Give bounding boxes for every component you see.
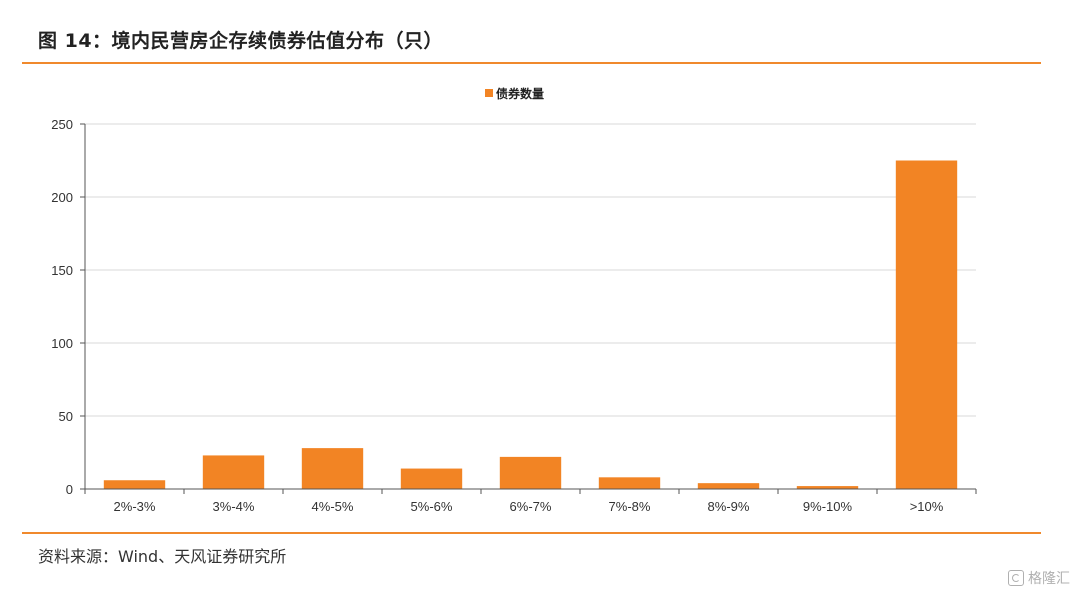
bar-8 xyxy=(895,160,958,489)
bars xyxy=(103,160,958,489)
bar-5 xyxy=(598,477,661,489)
axes xyxy=(80,123,977,494)
y-tick-label: 50 xyxy=(59,409,73,424)
source-divider xyxy=(22,532,1041,534)
y-tick-label: 200 xyxy=(51,190,73,205)
page-title: 图 14：境内民营房企存续债券估值分布（只） xyxy=(38,30,444,52)
y-tick-labels: 0 50 100 150 200 250 xyxy=(51,117,73,497)
x-tick-label: 2%-3% xyxy=(114,499,156,514)
x-tick-label: 6%-7% xyxy=(510,499,552,514)
watermark-logo-icon xyxy=(1008,570,1024,586)
watermark: 格隆汇 xyxy=(1008,568,1070,588)
y-tick-label: 0 xyxy=(66,482,73,497)
legend-swatch xyxy=(485,89,493,97)
bar-4 xyxy=(499,456,562,489)
x-tick-labels: 2%-3% 3%-4% 4%-5% 5%-6% 6%-7% 7%-8% 8%-9% 9%-10… xyxy=(114,499,944,514)
watermark-text: 格隆汇 xyxy=(1028,571,1070,587)
x-tick-label: 3%-4% xyxy=(213,499,255,514)
y-tick-label: 150 xyxy=(51,263,73,278)
legend-label: 债券数量 xyxy=(496,86,544,101)
title-divider xyxy=(22,62,1041,64)
bar-0 xyxy=(103,480,166,489)
bar-2 xyxy=(301,448,364,489)
x-tick-label: 8%-9% xyxy=(708,499,750,514)
bar-1 xyxy=(202,455,265,489)
x-tick-label: 9%-10% xyxy=(803,499,853,514)
x-tick-label: 7%-8% xyxy=(609,499,651,514)
bar-3 xyxy=(400,468,463,489)
legend: 债券数量 xyxy=(485,86,544,101)
x-tick-label: 4%-5% xyxy=(312,499,354,514)
gridlines xyxy=(85,123,976,417)
bar-7 xyxy=(796,486,859,489)
x-tick-label: >10% xyxy=(910,499,944,514)
source-note: 资料来源：Wind、天风证券研究所 xyxy=(38,547,287,566)
bar-6 xyxy=(697,483,760,489)
y-tick-label: 250 xyxy=(51,117,73,132)
y-tick-label: 100 xyxy=(51,336,73,351)
x-tick-label: 5%-6% xyxy=(411,499,453,514)
